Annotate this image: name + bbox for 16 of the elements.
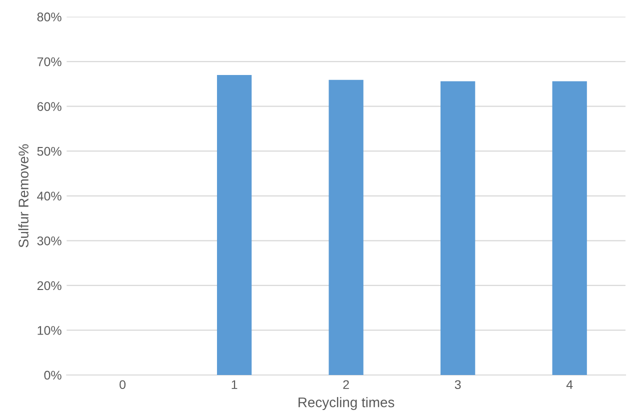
y-tick-label: 50% (37, 146, 62, 156)
y-tick-label: 20% (37, 281, 62, 290)
x-tick-label: 0 (120, 380, 126, 390)
x-tick-label: 2 (343, 380, 349, 389)
y-tick-label: 10% (38, 326, 62, 335)
x-axis-title: Recycling times (298, 397, 394, 410)
y-tick-label: 70% (37, 57, 62, 66)
y-tick-label: 80% (37, 12, 62, 22)
y-tick-label: 30% (37, 236, 62, 246)
x-tick-label: 1 (232, 380, 238, 389)
y-axis-title: Sulfur Remove% (18, 144, 28, 248)
y-tick-label: 40% (37, 192, 62, 201)
y-tick-label: 60% (37, 102, 62, 111)
x-tick-label: 4 (566, 380, 573, 389)
y-tick-label: 0% (44, 370, 62, 380)
x-tick-label: 3 (454, 380, 461, 390)
